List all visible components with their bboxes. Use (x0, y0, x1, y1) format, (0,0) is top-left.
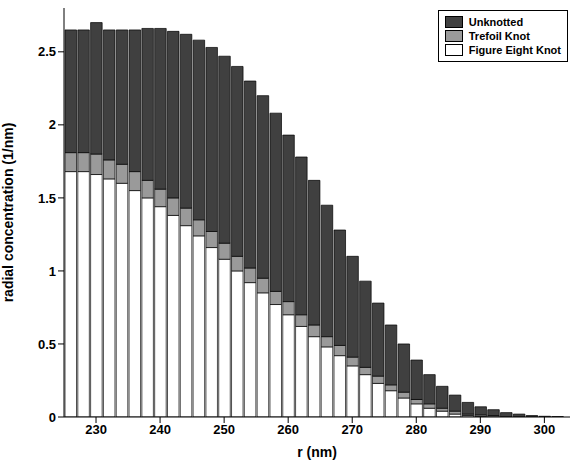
svg-text:230: 230 (85, 422, 107, 437)
svg-text:0: 0 (49, 410, 56, 425)
svg-text:r (nm): r (nm) (297, 444, 337, 460)
svg-text:300: 300 (534, 422, 556, 437)
svg-text:260: 260 (277, 422, 299, 437)
svg-text:2: 2 (49, 117, 56, 132)
html-text:Trefoil Knot: Trefoil Knot (468, 30, 530, 42)
svg-text:2.5: 2.5 (38, 44, 56, 59)
svg-text:250: 250 (213, 422, 235, 437)
svg-text:290: 290 (469, 422, 491, 437)
svg-text:1: 1 (49, 264, 56, 279)
svg-text:270: 270 (341, 422, 363, 437)
svg-text:0.5: 0.5 (38, 337, 56, 352)
html-text:Figure Eight Knot: Figure Eight Knot (468, 44, 561, 56)
svg-text:1.5: 1.5 (38, 191, 56, 206)
html-text:Unknotted: Unknotted (468, 16, 524, 28)
svg-text:240: 240 (149, 422, 171, 437)
svg-text:radial concentration (1/nm): radial concentration (1/nm) (0, 123, 16, 303)
svg-text:280: 280 (405, 422, 427, 437)
